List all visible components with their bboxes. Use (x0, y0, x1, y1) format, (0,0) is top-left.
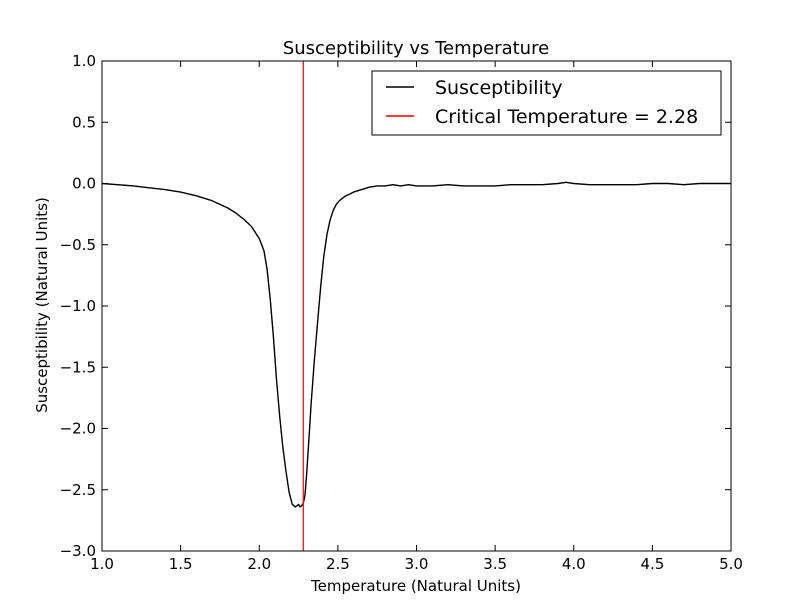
legend-box (371, 70, 722, 136)
x-tick-label: 2.5 (326, 555, 350, 573)
y-tick-label: 0.0 (72, 175, 96, 193)
x-tick-label: 3.0 (405, 555, 429, 573)
legend-label-susceptibility: Susceptibility (435, 77, 563, 99)
x-tick-label: 4.0 (562, 555, 586, 573)
x-tick-label: 1.0 (90, 555, 114, 573)
y-tick-label: −0.5 (60, 236, 96, 254)
legend-label-critical-temperature: Critical Temperature = 2.28 (435, 106, 698, 128)
x-axis-label: Temperature (Natural Units) (310, 577, 521, 595)
y-tick-label: −1.0 (60, 297, 96, 315)
x-tick-label: 2.0 (247, 555, 271, 573)
chart-title: Susceptibility vs Temperature (283, 38, 549, 59)
y-tick-label: −1.5 (60, 358, 96, 376)
y-axis-label: Susceptibility (Natural Units) (33, 197, 51, 413)
x-tick-label: 4.5 (640, 555, 664, 573)
y-tick-label: −2.0 (60, 420, 96, 438)
x-tick-label: 1.5 (169, 555, 193, 573)
y-tick-label: 1.0 (72, 52, 96, 70)
susceptibility-line (101, 181, 731, 508)
x-tick-label: 3.5 (483, 555, 507, 573)
y-tick-label: −2.5 (60, 481, 96, 499)
y-tick-label: 0.5 (72, 113, 96, 131)
plot-area (101, 61, 731, 551)
x-tick-label: 5.0 (719, 555, 743, 573)
legend: Susceptibility Critical Temperature = 2.… (371, 70, 722, 136)
axes-frame (101, 60, 732, 552)
axis-ticks: 1.0 1.5 2.0 2.5 3.0 3.5 4.0 4.5 5.0 1.0 0.5 0.0 −0.5… (60, 52, 743, 573)
y-tick-label: −3.0 (60, 542, 96, 560)
